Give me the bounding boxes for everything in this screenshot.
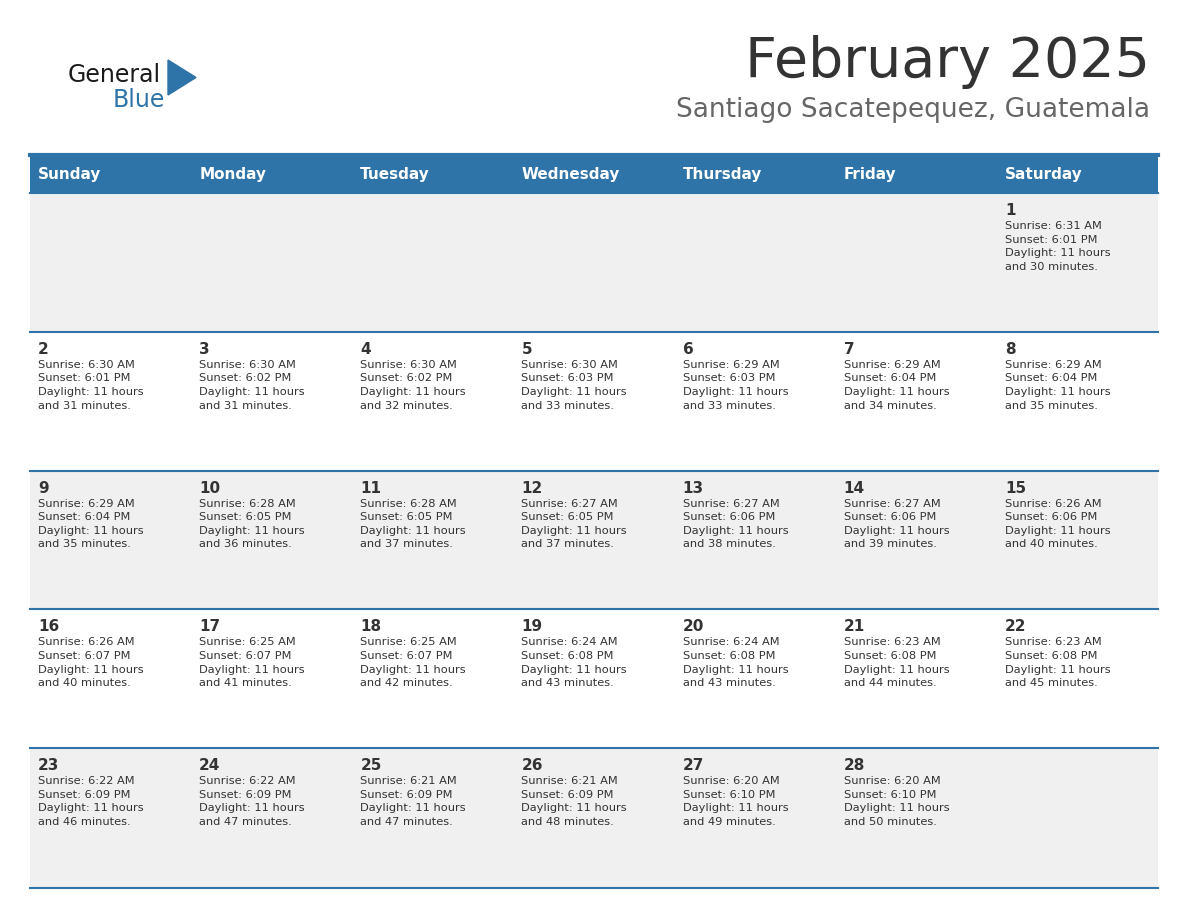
Text: 20: 20: [683, 620, 704, 634]
Bar: [675, 155, 835, 193]
Text: Sunrise: 6:28 AM
Sunset: 6:05 PM
Daylight: 11 hours
and 37 minutes.: Sunrise: 6:28 AM Sunset: 6:05 PM Dayligh…: [360, 498, 466, 549]
Text: Sunrise: 6:22 AM
Sunset: 6:09 PM
Daylight: 11 hours
and 47 minutes.: Sunrise: 6:22 AM Sunset: 6:09 PM Dayligh…: [200, 777, 305, 827]
Text: Monday: Monday: [200, 166, 266, 182]
Text: Sunrise: 6:30 AM
Sunset: 6:03 PM
Daylight: 11 hours
and 33 minutes.: Sunrise: 6:30 AM Sunset: 6:03 PM Dayligh…: [522, 360, 627, 410]
Text: 1: 1: [1005, 203, 1016, 218]
Text: 6: 6: [683, 341, 694, 357]
Text: 5: 5: [522, 341, 532, 357]
Text: 2: 2: [38, 341, 49, 357]
Text: Sunrise: 6:20 AM
Sunset: 6:10 PM
Daylight: 11 hours
and 49 minutes.: Sunrise: 6:20 AM Sunset: 6:10 PM Dayligh…: [683, 777, 788, 827]
Text: Sunrise: 6:28 AM
Sunset: 6:05 PM
Daylight: 11 hours
and 36 minutes.: Sunrise: 6:28 AM Sunset: 6:05 PM Dayligh…: [200, 498, 305, 549]
Text: Sunrise: 6:24 AM
Sunset: 6:08 PM
Daylight: 11 hours
and 43 minutes.: Sunrise: 6:24 AM Sunset: 6:08 PM Dayligh…: [522, 637, 627, 688]
Text: 18: 18: [360, 620, 381, 634]
Text: 10: 10: [200, 481, 220, 496]
Text: 17: 17: [200, 620, 220, 634]
Text: Sunrise: 6:21 AM
Sunset: 6:09 PM
Daylight: 11 hours
and 47 minutes.: Sunrise: 6:21 AM Sunset: 6:09 PM Dayligh…: [360, 777, 466, 827]
Text: Sunrise: 6:30 AM
Sunset: 6:01 PM
Daylight: 11 hours
and 31 minutes.: Sunrise: 6:30 AM Sunset: 6:01 PM Dayligh…: [38, 360, 144, 410]
Text: Sunrise: 6:29 AM
Sunset: 6:04 PM
Daylight: 11 hours
and 35 minutes.: Sunrise: 6:29 AM Sunset: 6:04 PM Dayligh…: [1005, 360, 1111, 410]
Bar: [997, 155, 1158, 193]
Text: 21: 21: [843, 620, 865, 634]
Text: 15: 15: [1005, 481, 1026, 496]
Bar: [30, 331, 1158, 471]
Text: Sunrise: 6:25 AM
Sunset: 6:07 PM
Daylight: 11 hours
and 42 minutes.: Sunrise: 6:25 AM Sunset: 6:07 PM Dayligh…: [360, 637, 466, 688]
Text: 11: 11: [360, 481, 381, 496]
Text: 26: 26: [522, 758, 543, 773]
Text: February 2025: February 2025: [745, 35, 1150, 89]
Text: 25: 25: [360, 758, 381, 773]
Bar: [513, 155, 675, 193]
Text: 19: 19: [522, 620, 543, 634]
Bar: [30, 748, 1158, 887]
Text: Saturday: Saturday: [1005, 166, 1082, 182]
Text: General: General: [68, 63, 162, 87]
Text: Sunrise: 6:25 AM
Sunset: 6:07 PM
Daylight: 11 hours
and 41 minutes.: Sunrise: 6:25 AM Sunset: 6:07 PM Dayligh…: [200, 637, 305, 688]
Text: 8: 8: [1005, 341, 1016, 357]
Text: Wednesday: Wednesday: [522, 166, 620, 182]
Text: Sunrise: 6:21 AM
Sunset: 6:09 PM
Daylight: 11 hours
and 48 minutes.: Sunrise: 6:21 AM Sunset: 6:09 PM Dayligh…: [522, 777, 627, 827]
Text: Sunrise: 6:29 AM
Sunset: 6:04 PM
Daylight: 11 hours
and 34 minutes.: Sunrise: 6:29 AM Sunset: 6:04 PM Dayligh…: [843, 360, 949, 410]
Text: Friday: Friday: [843, 166, 896, 182]
Bar: [835, 155, 997, 193]
Text: 14: 14: [843, 481, 865, 496]
Polygon shape: [168, 60, 196, 95]
Text: 12: 12: [522, 481, 543, 496]
Bar: [30, 471, 1158, 610]
Text: Sunrise: 6:27 AM
Sunset: 6:05 PM
Daylight: 11 hours
and 37 minutes.: Sunrise: 6:27 AM Sunset: 6:05 PM Dayligh…: [522, 498, 627, 549]
Text: 3: 3: [200, 341, 210, 357]
Text: 24: 24: [200, 758, 221, 773]
Text: 7: 7: [843, 341, 854, 357]
Text: Sunday: Sunday: [38, 166, 101, 182]
Text: Sunrise: 6:23 AM
Sunset: 6:08 PM
Daylight: 11 hours
and 44 minutes.: Sunrise: 6:23 AM Sunset: 6:08 PM Dayligh…: [843, 637, 949, 688]
Text: 13: 13: [683, 481, 703, 496]
Text: 28: 28: [843, 758, 865, 773]
Bar: [353, 155, 513, 193]
Text: 23: 23: [38, 758, 59, 773]
Text: Tuesday: Tuesday: [360, 166, 430, 182]
Bar: [191, 155, 353, 193]
Text: Sunrise: 6:23 AM
Sunset: 6:08 PM
Daylight: 11 hours
and 45 minutes.: Sunrise: 6:23 AM Sunset: 6:08 PM Dayligh…: [1005, 637, 1111, 688]
Text: Sunrise: 6:26 AM
Sunset: 6:06 PM
Daylight: 11 hours
and 40 minutes.: Sunrise: 6:26 AM Sunset: 6:06 PM Dayligh…: [1005, 498, 1111, 549]
Text: 4: 4: [360, 341, 371, 357]
Text: Blue: Blue: [113, 88, 165, 112]
Text: Santiago Sacatepequez, Guatemala: Santiago Sacatepequez, Guatemala: [676, 97, 1150, 123]
Text: Sunrise: 6:27 AM
Sunset: 6:06 PM
Daylight: 11 hours
and 39 minutes.: Sunrise: 6:27 AM Sunset: 6:06 PM Dayligh…: [843, 498, 949, 549]
Text: 9: 9: [38, 481, 49, 496]
Text: Sunrise: 6:27 AM
Sunset: 6:06 PM
Daylight: 11 hours
and 38 minutes.: Sunrise: 6:27 AM Sunset: 6:06 PM Dayligh…: [683, 498, 788, 549]
Text: Sunrise: 6:30 AM
Sunset: 6:02 PM
Daylight: 11 hours
and 31 minutes.: Sunrise: 6:30 AM Sunset: 6:02 PM Dayligh…: [200, 360, 305, 410]
Text: Sunrise: 6:26 AM
Sunset: 6:07 PM
Daylight: 11 hours
and 40 minutes.: Sunrise: 6:26 AM Sunset: 6:07 PM Dayligh…: [38, 637, 144, 688]
Bar: [30, 610, 1158, 748]
Bar: [30, 193, 1158, 331]
Text: Sunrise: 6:31 AM
Sunset: 6:01 PM
Daylight: 11 hours
and 30 minutes.: Sunrise: 6:31 AM Sunset: 6:01 PM Dayligh…: [1005, 221, 1111, 272]
Bar: [30, 155, 191, 193]
Text: Sunrise: 6:20 AM
Sunset: 6:10 PM
Daylight: 11 hours
and 50 minutes.: Sunrise: 6:20 AM Sunset: 6:10 PM Dayligh…: [843, 777, 949, 827]
Text: Thursday: Thursday: [683, 166, 762, 182]
Text: 16: 16: [38, 620, 59, 634]
Text: Sunrise: 6:29 AM
Sunset: 6:04 PM
Daylight: 11 hours
and 35 minutes.: Sunrise: 6:29 AM Sunset: 6:04 PM Dayligh…: [38, 498, 144, 549]
Text: 22: 22: [1005, 620, 1026, 634]
Text: 27: 27: [683, 758, 704, 773]
Text: Sunrise: 6:30 AM
Sunset: 6:02 PM
Daylight: 11 hours
and 32 minutes.: Sunrise: 6:30 AM Sunset: 6:02 PM Dayligh…: [360, 360, 466, 410]
Text: Sunrise: 6:24 AM
Sunset: 6:08 PM
Daylight: 11 hours
and 43 minutes.: Sunrise: 6:24 AM Sunset: 6:08 PM Dayligh…: [683, 637, 788, 688]
Text: Sunrise: 6:29 AM
Sunset: 6:03 PM
Daylight: 11 hours
and 33 minutes.: Sunrise: 6:29 AM Sunset: 6:03 PM Dayligh…: [683, 360, 788, 410]
Text: Sunrise: 6:22 AM
Sunset: 6:09 PM
Daylight: 11 hours
and 46 minutes.: Sunrise: 6:22 AM Sunset: 6:09 PM Dayligh…: [38, 777, 144, 827]
